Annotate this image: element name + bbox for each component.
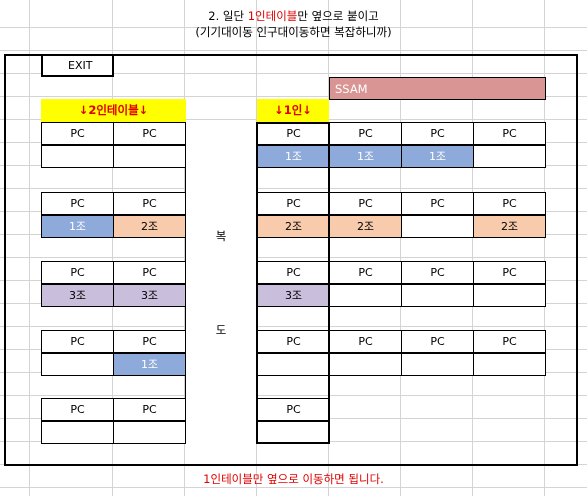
corridor xyxy=(185,122,257,444)
pc-seat: PC xyxy=(113,261,186,284)
pc-seat: PC xyxy=(257,398,330,421)
pc-seat: PC xyxy=(113,398,186,421)
group-seat-g3: 3조 xyxy=(113,284,186,307)
pc-seat: PC xyxy=(329,261,402,284)
empty-seat xyxy=(113,421,186,444)
pc-seat: PC xyxy=(257,330,330,353)
empty-seat xyxy=(401,284,474,307)
group-seat-g2: 2조 xyxy=(257,215,330,238)
pc-seat: PC xyxy=(41,330,114,353)
group-seat-g3: 3조 xyxy=(41,284,114,307)
pc-seat: PC xyxy=(41,261,114,284)
pc-seat: PC xyxy=(401,261,474,284)
exit-label: EXIT xyxy=(41,54,114,77)
empty-seat xyxy=(41,421,114,444)
group-seat-g2: 2조 xyxy=(329,215,402,238)
pc-seat: PC xyxy=(113,122,186,145)
footer-note: 1인테이블만 옆으로 이동하면 됩니다. xyxy=(203,472,384,486)
group-seat-g1: 1조 xyxy=(41,215,114,238)
pc-seat: PC xyxy=(473,330,546,353)
empty-seat xyxy=(401,215,474,238)
empty-seat xyxy=(113,145,186,168)
classroom-frame xyxy=(4,54,578,466)
pc-seat: PC xyxy=(329,330,402,353)
pc-seat: PC xyxy=(329,192,402,215)
empty-seat xyxy=(41,353,114,376)
empty-seat xyxy=(473,353,546,376)
one-person-table-column xyxy=(256,122,330,444)
group-seat-g2: 2조 xyxy=(473,215,546,238)
pc-seat: PC xyxy=(113,192,186,215)
pc-seat: PC xyxy=(113,330,186,353)
empty-seat xyxy=(401,353,474,376)
empty-seat xyxy=(473,284,546,307)
header-one-person-tables: ↓1인↓ xyxy=(257,99,329,122)
group-seat-g1: 1조 xyxy=(329,145,402,168)
pc-seat: PC xyxy=(41,398,114,421)
pc-seat: PC xyxy=(401,122,474,145)
pc-seat: PC xyxy=(329,122,402,145)
pc-seat: PC xyxy=(41,192,114,215)
corridor-label-bottom: 도 xyxy=(215,323,227,337)
group-seat-g2: 2조 xyxy=(113,215,186,238)
group-seat-g1: 1조 xyxy=(401,145,474,168)
empty-seat xyxy=(41,145,114,168)
page-title: 2. 일단 1인테이블만 옆으로 붙이고 xyxy=(208,9,379,23)
empty-seat xyxy=(329,284,402,307)
header-two-person-tables: ↓2인테이블↓ xyxy=(41,99,186,122)
teacher-desk: SSAM xyxy=(329,77,546,100)
empty-seat xyxy=(473,145,546,168)
pc-seat: PC xyxy=(473,122,546,145)
page-subtitle: (기기대이동 인구대이동하면 복잡하니까) xyxy=(195,25,392,39)
pc-seat: PC xyxy=(257,261,330,284)
pc-seat: PC xyxy=(473,261,546,284)
pc-seat: PC xyxy=(401,192,474,215)
empty-seat xyxy=(329,353,402,376)
pc-seat: PC xyxy=(401,330,474,353)
pc-seat: PC xyxy=(473,192,546,215)
pc-seat: PC xyxy=(41,122,114,145)
group-seat-g1: 1조 xyxy=(113,353,186,376)
corridor-label-top: 복 xyxy=(215,229,227,243)
